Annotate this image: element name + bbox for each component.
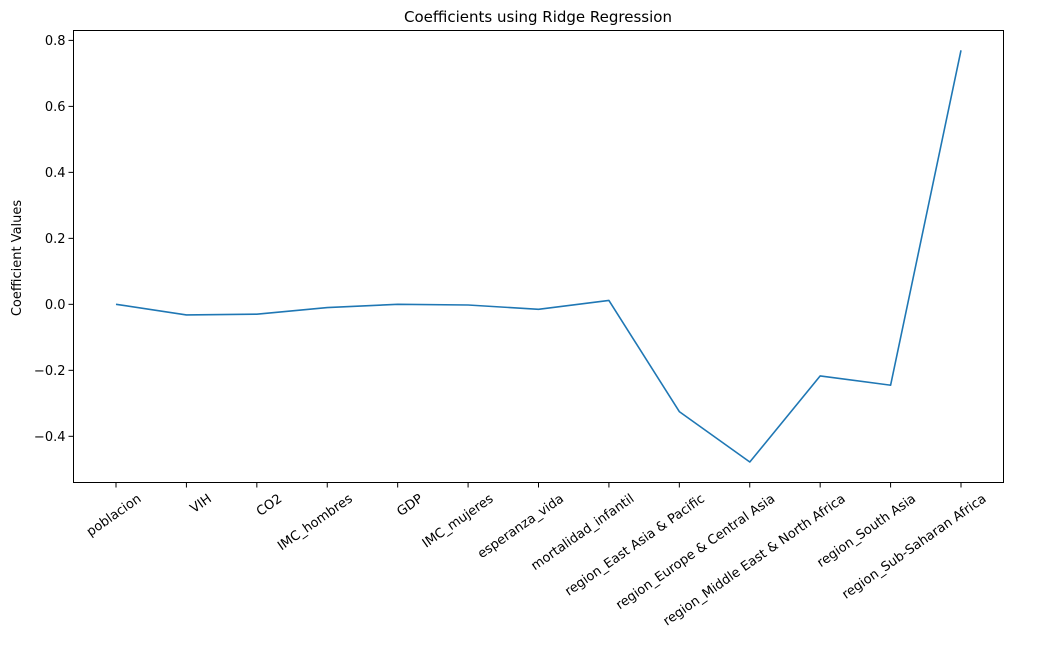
plot-frame xyxy=(73,30,1004,483)
x-tick-label: CO2 xyxy=(254,491,285,519)
series-line xyxy=(115,50,962,463)
x-tick-label: VIH xyxy=(188,491,215,516)
chart-title: Coefficients using Ridge Regression xyxy=(404,8,672,26)
x-tick-label: region_Sub-Saharan Africa xyxy=(840,491,990,602)
x-tick-label: region_East Asia & Pacific xyxy=(562,491,707,599)
y-tick-label: 0.4 xyxy=(45,166,66,181)
y-axis-label: Coefficient Values xyxy=(10,200,25,317)
y-tick-label: 0.2 xyxy=(45,232,66,247)
y-tick-label: 0.0 xyxy=(45,298,66,313)
x-tick-label: GDP xyxy=(394,491,426,519)
y-tick-label: −0.4 xyxy=(34,430,66,445)
y-tick-label: 0.8 xyxy=(45,34,66,49)
y-tick-label: 0.6 xyxy=(45,100,66,115)
x-tick-label: poblacion xyxy=(84,491,144,539)
x-tick-label: IMC_hombres xyxy=(275,491,356,554)
y-tick-label: −0.2 xyxy=(34,364,66,379)
